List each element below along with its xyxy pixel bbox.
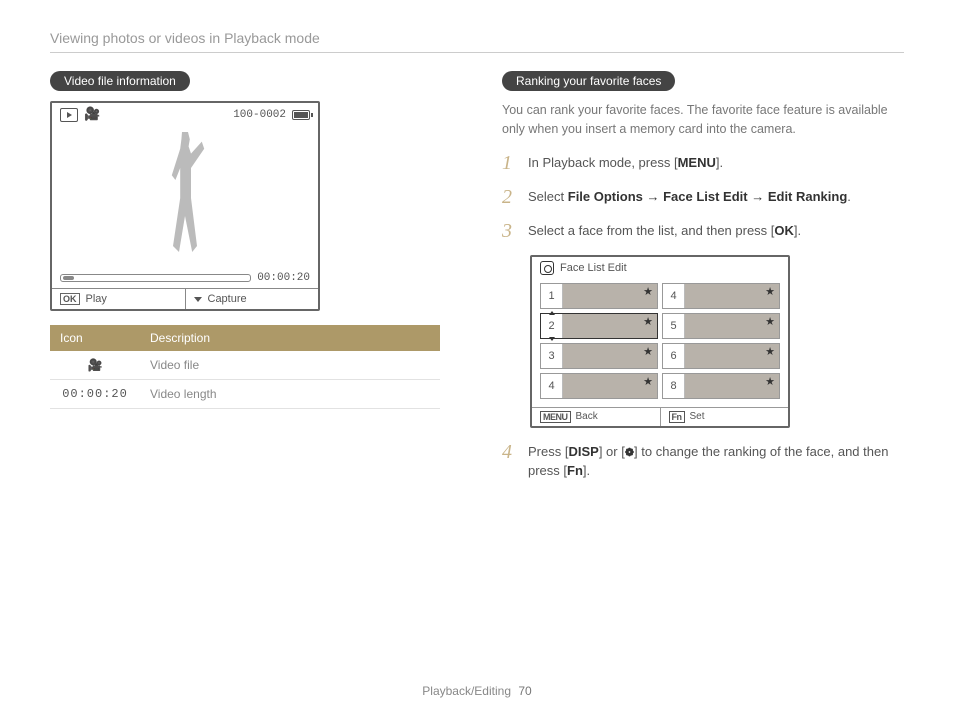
step4-text-a: Press [ [528,444,568,459]
step2-text-a: Select [528,189,568,204]
face-cell[interactable]: 8★ [662,373,780,399]
elapsed-time: 00:00:20 [257,272,310,284]
page-title: Viewing photos or videos in Playback mod… [50,30,904,46]
page-footer: Playback/Editing 70 [0,684,954,698]
icon-cell: 🎥 [50,351,140,380]
face-rank-number: 3 [541,344,563,368]
th-description: Description [140,325,440,351]
file-counter: 100-0002 [233,109,286,121]
table-row: 🎥Video file [50,351,440,380]
face-rank-number: 5 [663,314,685,338]
set-label: Set [690,411,705,422]
ranking-heading: Ranking your favorite faces [502,71,675,91]
progress-bar [60,274,251,282]
left-column: Video file information 🎥 100-0002 [50,71,452,495]
step-3: 3 Select a face from the list, and then … [502,221,904,241]
ok-button-ref: OK [774,223,794,238]
battery-icon [292,110,310,120]
step3-text-b: ]. [794,223,801,238]
step-2: 2 Select File Options → Face List Edit →… [502,187,904,207]
face-rank-number: 2 [541,314,563,338]
face-cell[interactable]: 3★ [540,343,658,369]
video-file-icon: 🎥 [84,107,100,122]
table-row: 00:00:20Video length [50,380,440,409]
disp-button-ref: DISP [568,444,598,459]
step-num-4: 4 [502,442,518,481]
fn-button-ref: Fn [567,463,583,478]
face-rank-number: 4 [663,284,685,308]
step-1: 1 In Playback mode, press [MENU]. [502,153,904,173]
facelist-title: Face List Edit [560,262,627,274]
face-cell[interactable]: 4★ [662,283,780,309]
step2-path: File Options → Face List Edit → Edit Ran… [568,189,848,204]
person-silhouette [155,132,215,252]
step-4: 4 Press [DISP] or [❁] to change the rank… [502,442,904,481]
icon-cell: 00:00:20 [50,380,140,409]
footer-page-number: 70 [518,684,531,698]
step1-text-b: ]. [716,155,723,170]
menu-button-label: MENU [678,155,716,170]
ranking-intro: You can rank your favorite faces. The fa… [502,101,904,139]
icon-description-table: Icon Description 🎥Video file00:00:20Vide… [50,325,440,409]
favorite-star-icon: ★ [643,285,653,298]
favorite-star-icon: ★ [643,345,653,358]
step-num-2: 2 [502,187,518,207]
face-rank-number: 1 [541,284,563,308]
step2-text-b: . [847,189,851,204]
play-label: Play [86,293,107,305]
step1-text-a: In Playback mode, press [ [528,155,678,170]
macro-button-ref-icon: ❁ [625,447,634,459]
playback-mode-icon [60,108,78,122]
ok-button-label: OK [60,293,80,305]
face-cell[interactable]: 1★ [540,283,658,309]
face-rank-number: 6 [663,344,685,368]
right-column: Ranking your favorite faces You can rank… [502,71,904,495]
step-num-3: 3 [502,221,518,241]
menu-btn-icon: MENU [540,411,571,423]
video-frame [52,132,318,272]
face-cell[interactable]: 5★ [662,313,780,339]
desc-cell: Video length [140,380,440,409]
capture-label: Capture [208,293,247,305]
face-rank-number: 8 [663,374,685,398]
face-cell[interactable]: 6★ [662,343,780,369]
step4-text-b: ] or [ [599,444,625,459]
face-rank-number: 4 [541,374,563,398]
face-cell[interactable]: 4★ [540,373,658,399]
face-list-box: Face List Edit 1★4★2★5★3★6★4★8★ MENU Bac… [530,255,790,428]
step-num-1: 1 [502,153,518,173]
favorite-star-icon: ★ [765,315,775,328]
favorite-star-icon: ★ [765,375,775,388]
video-preview-box: 🎥 100-0002 00:00:20 OK [50,101,320,311]
desc-cell: Video file [140,351,440,380]
favorite-star-icon: ★ [765,345,775,358]
face-cell[interactable]: 2★ [540,313,658,339]
favorite-star-icon: ★ [765,285,775,298]
video-info-heading: Video file information [50,71,190,91]
step4-text-d: ]. [583,463,590,478]
title-rule [50,52,904,53]
down-arrow-icon [194,297,202,302]
favorite-star-icon: ★ [643,315,653,328]
back-label: Back [576,411,598,422]
facelist-icon [540,261,554,275]
th-icon: Icon [50,325,140,351]
footer-section: Playback/Editing [422,684,511,698]
fn-btn-icon: Fn [669,411,685,423]
favorite-star-icon: ★ [643,375,653,388]
step3-text-a: Select a face from the list, and then pr… [528,223,774,238]
